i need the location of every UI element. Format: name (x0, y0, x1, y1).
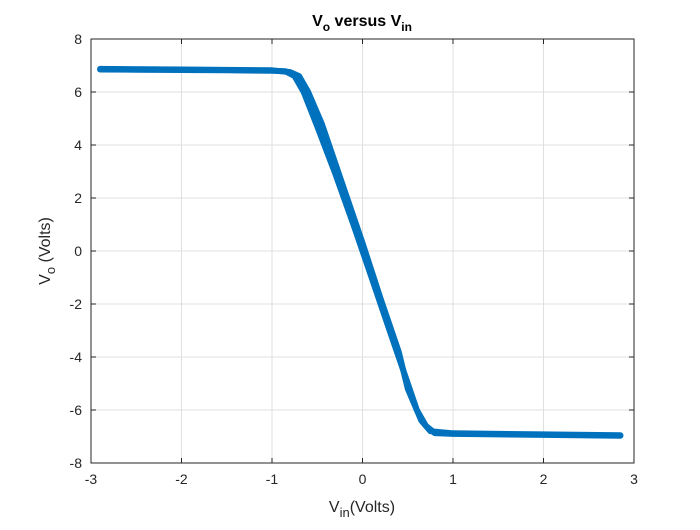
x-tick-label: -1 (266, 471, 279, 487)
x-tick-labels: -3 -2 -1 0 1 2 3 (85, 471, 638, 487)
y-tick-label: -2 (70, 296, 83, 312)
y-tick-label: -8 (70, 455, 83, 471)
y-tick-label: -4 (70, 349, 83, 365)
y-tick-label: 0 (74, 243, 82, 259)
x-tick-label: -2 (175, 471, 188, 487)
series-layer (97, 65, 624, 439)
x-tick-label: -3 (85, 471, 98, 487)
x-tick-label: 3 (630, 471, 638, 487)
y-tick-label: -6 (70, 402, 83, 418)
y-axis-label: Vo (Volts) (37, 217, 58, 285)
y-tick-label: 2 (74, 190, 82, 206)
x-tick-label: 2 (540, 471, 548, 487)
series-line-2 (97, 65, 624, 439)
x-tick-label: 0 (359, 471, 367, 487)
y-tick-label: 8 (74, 31, 82, 47)
x-tick-label: 1 (449, 471, 457, 487)
y-tick-label: 6 (74, 84, 82, 100)
chart-title: Vo versus Vin (312, 13, 412, 34)
y-tick-labels: -8 -6 -4 -2 0 2 4 6 8 (70, 31, 83, 471)
x-axis-label: Vin(Volts) (329, 499, 395, 520)
tick-marks (90, 38, 635, 464)
y-tick-label: 4 (74, 137, 82, 153)
